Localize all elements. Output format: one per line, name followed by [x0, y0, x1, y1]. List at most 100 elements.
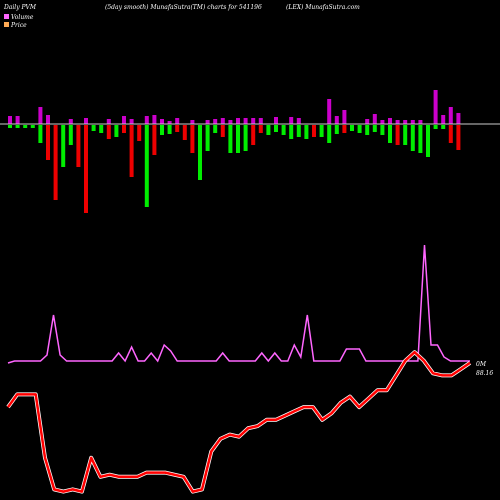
pvm-bar	[99, 125, 104, 133]
pvm-bar	[258, 125, 263, 133]
volume-bar	[372, 114, 377, 124]
pvm-bar	[426, 125, 430, 157]
volume-bar	[251, 118, 256, 124]
header-center: (5day smooth) MunafaSutra(TM) charts for…	[105, 4, 262, 11]
volume-bar	[8, 116, 12, 124]
pvm-bar	[61, 125, 66, 167]
pvm-bar	[23, 125, 28, 128]
pvm-bar	[46, 125, 50, 160]
volume-bar	[403, 120, 408, 124]
pvm-bar	[198, 125, 202, 180]
pvm-bar	[91, 125, 96, 131]
volume-bar	[395, 120, 400, 124]
pvm-bar	[334, 125, 339, 134]
pvm-bar	[441, 125, 446, 129]
volume-bar	[152, 115, 157, 124]
pvm-bar	[38, 125, 43, 143]
pvm-bar	[160, 125, 164, 135]
pvm-bar	[129, 125, 134, 177]
volume-bar	[175, 118, 180, 124]
volume-bar	[122, 116, 126, 124]
volume-line-group	[7, 244, 470, 364]
pvm-bar	[175, 125, 180, 132]
pvm-bar	[266, 125, 271, 135]
last-price-label: 88.16	[476, 370, 493, 377]
volume-bar	[243, 118, 248, 124]
legend-volume-label: Volume	[11, 14, 34, 21]
volume-bar	[220, 118, 225, 124]
pvm-bar	[243, 125, 248, 151]
volume-bar	[228, 120, 233, 124]
pvm-bar	[205, 125, 210, 151]
volume-bar	[213, 119, 218, 124]
pvm-bar	[76, 125, 81, 167]
legend-price-label: Price	[10, 22, 27, 29]
volume-bar	[448, 107, 453, 124]
pvm-bar	[220, 125, 225, 137]
pvm-bar	[8, 125, 12, 128]
volume-bar	[15, 116, 20, 124]
pvm-bar	[84, 125, 88, 213]
pvm-bar	[350, 125, 354, 131]
volume-bar	[38, 107, 43, 124]
pvm-bar	[456, 125, 461, 150]
volume-bar	[274, 117, 278, 124]
volume-bar	[380, 120, 385, 124]
header-right: (LEX) MunafaSutra.com	[286, 4, 360, 11]
volume-bar	[433, 90, 438, 124]
pvm-bar	[304, 125, 309, 139]
pvm-bar	[357, 125, 362, 133]
volume-bar	[106, 119, 111, 124]
pvm-bar	[251, 125, 256, 145]
volume-bar	[236, 118, 240, 124]
pvm-bar	[395, 125, 400, 145]
pvm-bar	[296, 125, 301, 137]
pvm-bar	[274, 125, 278, 132]
volume-bar	[296, 118, 301, 124]
volume-line	[7, 244, 470, 364]
pvm-bar	[137, 125, 142, 141]
volume-bar	[388, 118, 392, 124]
pvm-bar	[448, 125, 453, 143]
volume-bar	[441, 115, 446, 124]
volume-bar	[129, 119, 134, 124]
pvm-bar	[319, 125, 324, 137]
pvm-bar	[433, 125, 438, 129]
pvm-bar	[403, 125, 408, 145]
volume-bar	[160, 119, 164, 124]
volume-bar	[365, 119, 370, 124]
volume-bar	[410, 120, 415, 124]
pvm-bar	[106, 125, 111, 139]
volume-bar	[258, 118, 263, 124]
pvm-bar	[68, 125, 73, 145]
volume-bar	[144, 116, 149, 124]
pvm-bar	[152, 125, 157, 155]
pvm-bar	[372, 125, 377, 132]
pvm-bar	[410, 125, 415, 151]
volume-bar	[334, 116, 339, 124]
price-line-group	[6, 350, 472, 494]
pvm-bar	[418, 125, 423, 153]
pvm-bars	[8, 90, 461, 213]
header-left: Daily PVM	[3, 4, 37, 11]
legend-volume-swatch	[4, 14, 9, 19]
pvm-bar	[114, 125, 119, 137]
volume-bar	[205, 120, 210, 124]
pvm-bar	[312, 125, 316, 137]
volume-bar	[190, 120, 195, 124]
pvm-bar	[380, 125, 385, 135]
pvm-bar	[144, 125, 149, 207]
volume-bar	[46, 115, 50, 124]
pvm-bar	[122, 125, 126, 133]
pvm-bar	[289, 125, 294, 139]
volume-bar	[456, 113, 461, 124]
pvm-bar	[182, 125, 187, 140]
volume-bar	[327, 99, 332, 124]
pvm-bar	[213, 125, 218, 133]
pvm-bar	[30, 125, 35, 128]
volume-bar	[342, 110, 347, 124]
volume-bar	[84, 118, 88, 124]
volume-bar	[167, 121, 172, 124]
volume-bar	[418, 120, 423, 124]
price-line	[6, 350, 471, 493]
